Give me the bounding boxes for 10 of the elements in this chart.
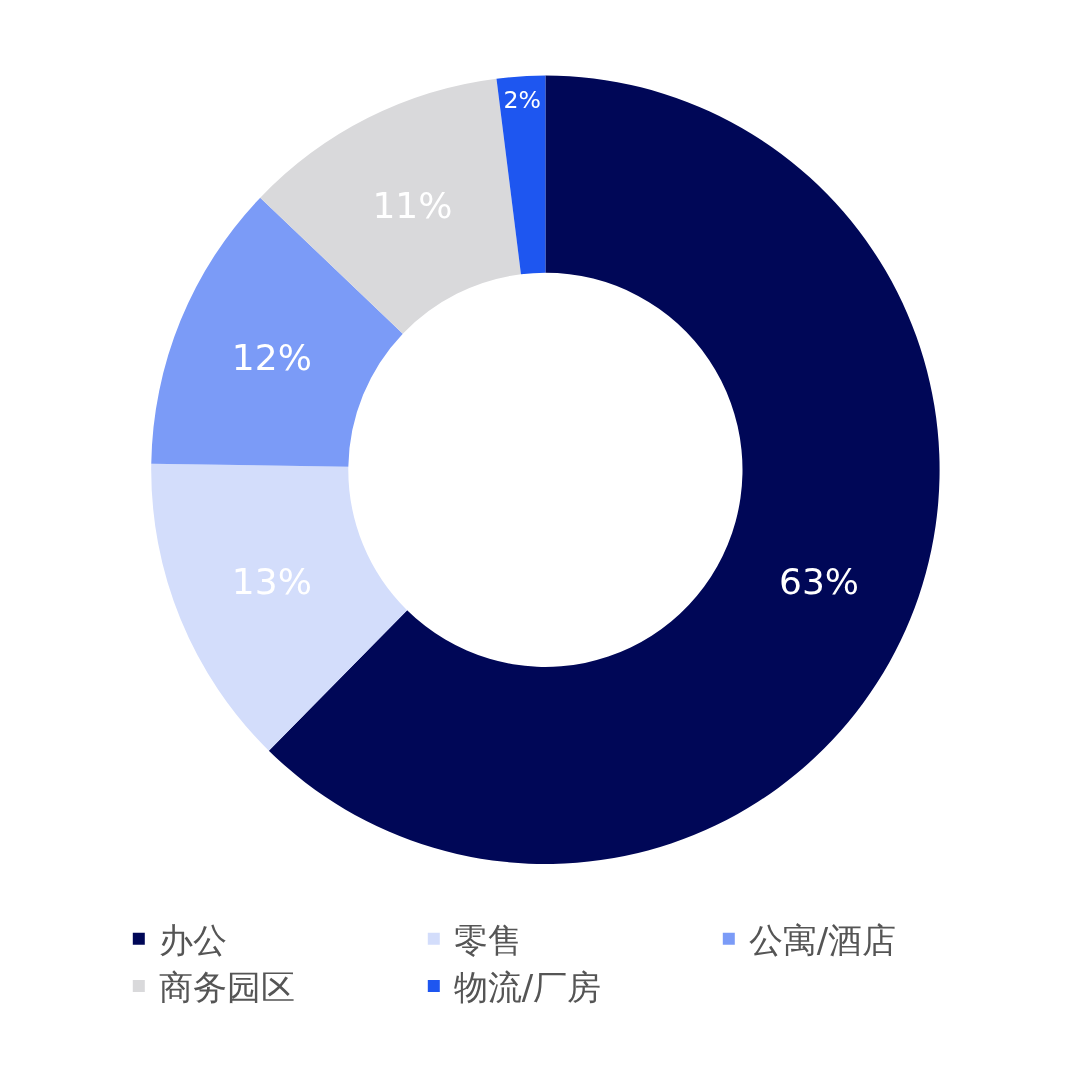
data-label: 2% <box>503 85 542 114</box>
legend-label: 商务园区 <box>158 967 295 1008</box>
data-label: 63% <box>778 561 859 603</box>
donut-slice <box>151 463 408 751</box>
legend-label: 公寓/酒店 <box>748 920 897 961</box>
legend-label: 零售 <box>453 920 522 961</box>
legend-label: 办公 <box>158 920 227 961</box>
legend-label: 物流/厂房 <box>453 967 602 1008</box>
donut-slice <box>496 75 546 275</box>
data-label: 12% <box>231 337 312 379</box>
